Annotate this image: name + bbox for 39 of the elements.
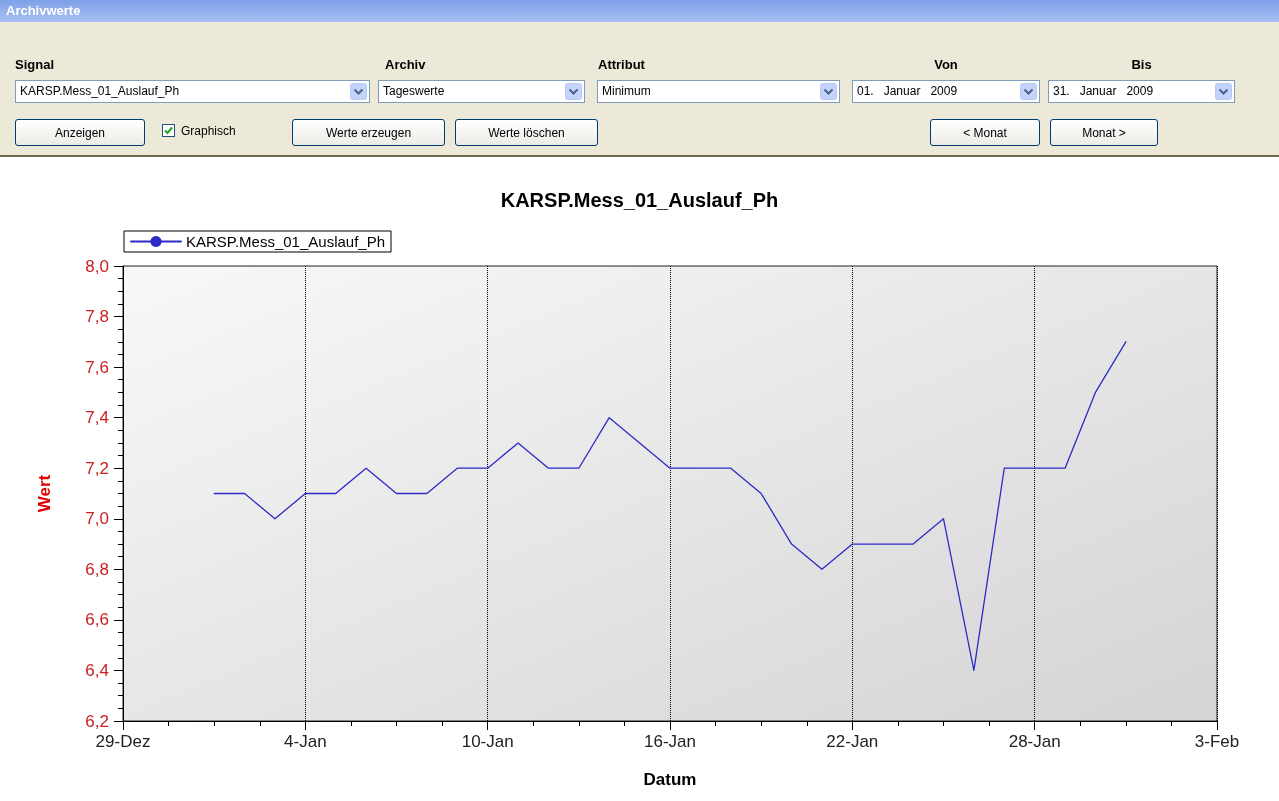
- x-tick-label: 10-Jan: [461, 732, 514, 751]
- y-tick-label: 7,8: [85, 307, 109, 327]
- x-tick-label: 22-Jan: [826, 732, 879, 751]
- text: Archivwerte: [0, 0, 1279, 22]
- text: Werte erzeugen: [292, 119, 445, 146]
- legend-label: KARSP.Mess_01_Auslauf_Ph: [186, 233, 386, 250]
- text: Werte löschen: [455, 119, 598, 146]
- y-tick-label: 7,6: [85, 357, 109, 377]
- x-tick-label: 16-Jan: [644, 732, 696, 751]
- y-tick-label: 6,6: [85, 610, 109, 630]
- y-axis-title: Wert: [35, 474, 54, 513]
- text: Von: [933, 57, 959, 72]
- y-tick-label: 6,2: [85, 711, 109, 731]
- line-series: [213, 341, 1127, 672]
- y-tick-label: 6,4: [85, 660, 109, 680]
- x-tick-label: 3-Feb: [1194, 732, 1240, 751]
- x-tick-label: 4-Jan: [284, 732, 327, 751]
- text: Attribut: [598, 57, 646, 72]
- y-tick-label: 7,4: [85, 408, 109, 428]
- text: KARSP.Mess_01_Auslauf_Ph: [15, 80, 370, 103]
- text: 01. Januar 2009: [852, 80, 1040, 103]
- y-tick-label: 7,0: [85, 509, 109, 529]
- text: Minimum: [597, 80, 840, 103]
- y-tick-label: 8,0: [85, 256, 109, 276]
- text: Tageswerte: [378, 80, 585, 103]
- x-tick-label: 28-Jan: [1008, 732, 1061, 751]
- text: Anzeigen: [15, 119, 145, 146]
- text: Archiv: [385, 57, 427, 72]
- text: 31. Januar 2009: [1048, 80, 1235, 103]
- x-tick-label: 29-Dez: [95, 732, 151, 751]
- chart-title: KARSP.Mess_01_Auslauf_Ph: [500, 189, 779, 211]
- text: < Monat: [930, 119, 1040, 146]
- text: Graphisch: [180, 123, 237, 140]
- x-axis-title: Datum: [643, 770, 697, 789]
- text: Bis: [1130, 57, 1153, 72]
- text: Monat >: [1050, 119, 1158, 146]
- y-tick-label: 6,8: [85, 559, 109, 579]
- y-tick-label: 7,2: [85, 458, 109, 478]
- text: Signal: [15, 57, 55, 72]
